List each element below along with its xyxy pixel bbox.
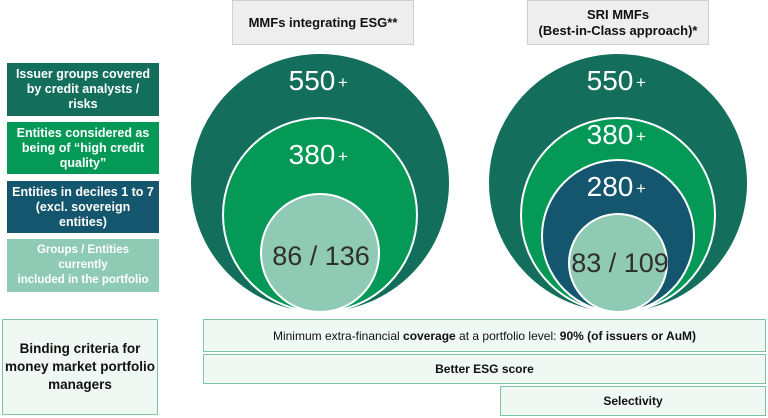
right-middle-suffix: + <box>636 127 646 146</box>
coverage-text: Minimum extra-financial coverage at a po… <box>273 329 696 343</box>
header-sri-mmfs-line-2: (Best-in-Class approach)* <box>538 22 698 38</box>
esg-score-criterion-bar: Better ESG score <box>203 354 766 384</box>
legend-deciles-line-1: Entities in deciles 1 to 7 <box>12 184 154 199</box>
header-mmfs-esg-line-1: MMFs integrating ESG** <box>248 14 398 30</box>
left-outer-value: 550 <box>289 65 336 96</box>
legend-portfolio-line-2: included in the portfolio <box>17 274 149 286</box>
legend-high-credit-line-2: being of “high credit <box>21 140 145 155</box>
legend-deciles-line-2: (excl. sovereign entities) <box>35 199 131 229</box>
left-circle-diagram: 550 + 380 + 86 / 136 <box>191 54 449 313</box>
left-outer-suffix: + <box>338 73 348 92</box>
binding-line-3: managers <box>48 377 112 392</box>
selectivity-text: Selectivity <box>603 394 663 408</box>
coverage-text-mid: at a portfolio level: <box>455 328 560 343</box>
legend-portfolio-line-1: Groups / Entities currently <box>36 244 129 271</box>
left-middle-suffix: + <box>338 147 348 166</box>
header-mmfs-esg: MMFs integrating ESG** <box>232 0 414 45</box>
coverage-text-pre: Minimum extra-financial <box>272 328 404 343</box>
right-deciles-suffix: + <box>636 179 646 198</box>
legend-deciles: Entities in deciles 1 to 7 (excl. sovere… <box>7 181 159 233</box>
coverage-criterion-bar: Minimum extra-financial coverage at a po… <box>203 319 766 352</box>
legend-high-credit-quality: Entities considered as being of “high cr… <box>7 122 159 174</box>
header-sri-mmfs: SRI MMFs (Best-in-Class approach)* <box>527 0 709 45</box>
legend-issuer-groups-line-2: by credit analysts / risks <box>26 82 140 111</box>
right-circle-diagram: 550 + 380 + 280 + 83 / 109 <box>489 54 747 313</box>
right-inner-circle <box>568 213 668 313</box>
right-outer-value: 550 <box>587 65 634 96</box>
esg-score-text: Better ESG score <box>435 362 534 376</box>
right-middle-value: 380 <box>587 119 634 150</box>
legend-issuer-groups: Issuer groups covered by credit analysts… <box>7 63 159 116</box>
binding-criteria-box: Binding criteria for money market portfo… <box>2 319 158 415</box>
legend-high-credit-line-3: quality” <box>59 155 107 170</box>
right-deciles-value: 280 <box>587 171 634 202</box>
coverage-text-bold2: 90% (of issuers or AuM) <box>559 328 697 343</box>
legend-issuer-groups-line-1: Issuer groups covered <box>15 67 151 81</box>
legend-portfolio-entities: Groups / Entities currently included in … <box>7 239 159 292</box>
right-inner-value: 83 / 109 <box>571 248 669 278</box>
left-inner-circle <box>260 193 380 313</box>
left-inner-value: 86 / 136 <box>272 241 370 271</box>
binding-line-2: money market portfolio <box>4 359 156 374</box>
right-outer-suffix: + <box>636 73 646 92</box>
legend-high-credit-line-1: Entities considered as <box>16 125 150 140</box>
selectivity-criterion-bar: Selectivity <box>500 386 766 416</box>
left-middle-value: 380 <box>289 139 336 170</box>
coverage-text-bold: coverage <box>403 328 456 343</box>
binding-line-1: Binding criteria for <box>19 341 141 356</box>
header-sri-mmfs-line-1: SRI MMFs <box>586 6 650 22</box>
